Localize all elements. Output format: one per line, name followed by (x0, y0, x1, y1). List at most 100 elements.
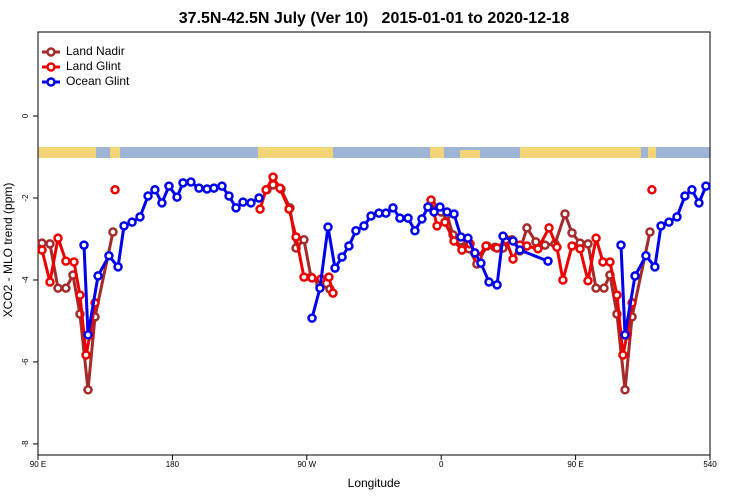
data-point (45, 277, 55, 287)
data-point (522, 241, 532, 251)
data-point (599, 283, 609, 293)
series-line (42, 177, 652, 355)
data-point (558, 275, 568, 285)
data-point (37, 245, 47, 255)
legend-marker (46, 62, 56, 72)
series-line (41, 183, 652, 392)
data-point (53, 233, 63, 243)
data-point (544, 223, 554, 233)
data-point (366, 211, 376, 221)
data-point (83, 330, 93, 340)
data-point (498, 231, 508, 241)
data-point (307, 273, 317, 283)
data-point (344, 241, 354, 251)
data-point (508, 236, 518, 246)
legend-marker (46, 47, 56, 57)
data-point (323, 222, 333, 232)
data-point (224, 191, 234, 201)
data-point (299, 272, 309, 282)
data-point (255, 204, 265, 214)
data-point (672, 212, 682, 222)
data-point (591, 233, 601, 243)
data-point (481, 241, 491, 251)
y-tick-label: -2 (21, 194, 30, 202)
data-point (75, 309, 85, 319)
data-point (656, 221, 666, 231)
data-point (61, 256, 71, 266)
data-point (664, 217, 674, 227)
data-point (612, 290, 622, 300)
data-point (567, 241, 577, 251)
data-point (470, 248, 480, 258)
data-point (135, 212, 145, 222)
data-point (680, 191, 690, 201)
data-point (533, 244, 543, 254)
legend-label: Land Nadir (66, 44, 125, 58)
data-point (254, 193, 264, 203)
data-point (552, 242, 562, 252)
data-point (449, 209, 459, 219)
legend-marker (46, 77, 56, 87)
data-point (647, 185, 657, 195)
chart-title: 37.5N-42.5N July (Ver 10) 2015-01-01 to … (179, 10, 570, 27)
x-tick-label: 90 E (567, 460, 583, 469)
data-point (291, 232, 301, 242)
y-tick-label: -4 (21, 276, 30, 284)
data-point (492, 243, 502, 253)
data-point (157, 198, 167, 208)
data-point (324, 272, 334, 282)
data-point (79, 240, 89, 250)
y-tick-label: -6 (21, 358, 30, 366)
data-point (330, 263, 340, 273)
data-point (172, 192, 182, 202)
x-tick-label: 180 (166, 460, 180, 469)
data-point (104, 251, 114, 261)
data-point (328, 288, 338, 298)
data-point (268, 172, 278, 182)
data-point (423, 202, 433, 212)
data-point (567, 228, 577, 238)
data-point (560, 209, 570, 219)
data-point (119, 221, 129, 231)
data-point (410, 226, 420, 236)
x-axis-label: Longitude (348, 476, 401, 490)
data-point (484, 277, 494, 287)
data-point (388, 203, 398, 213)
data-point (110, 185, 120, 195)
data-point (616, 240, 626, 250)
data-point (641, 251, 651, 261)
data-point (359, 221, 369, 231)
data-point (417, 214, 427, 224)
data-point (645, 227, 655, 237)
data-point (61, 283, 71, 293)
x-tick-label: 0 (439, 460, 444, 469)
data-point (81, 350, 91, 360)
data-point (231, 203, 241, 213)
plot-frame (37, 31, 711, 456)
data-point (605, 257, 615, 267)
data-point (127, 217, 137, 227)
legend-label: Land Glint (66, 59, 121, 73)
data-point (315, 283, 325, 293)
x-tick-label: 90 W (297, 460, 316, 469)
data-point (299, 235, 309, 245)
data-point (351, 226, 361, 236)
data-point (650, 262, 660, 272)
data-point (591, 283, 601, 293)
data-point (108, 227, 118, 237)
data-point (620, 330, 630, 340)
data-point (515, 245, 525, 255)
data-point (583, 276, 593, 286)
data-point (429, 207, 439, 217)
data-point (395, 213, 405, 223)
data-point (381, 208, 391, 218)
data-point (522, 223, 532, 233)
y-tick-label: -8 (21, 440, 30, 448)
data-point (543, 256, 553, 266)
data-point (178, 178, 188, 188)
data-point (618, 350, 628, 360)
x-tick-label: 540 (703, 460, 717, 469)
data-point (440, 217, 450, 227)
data-point (463, 233, 473, 243)
